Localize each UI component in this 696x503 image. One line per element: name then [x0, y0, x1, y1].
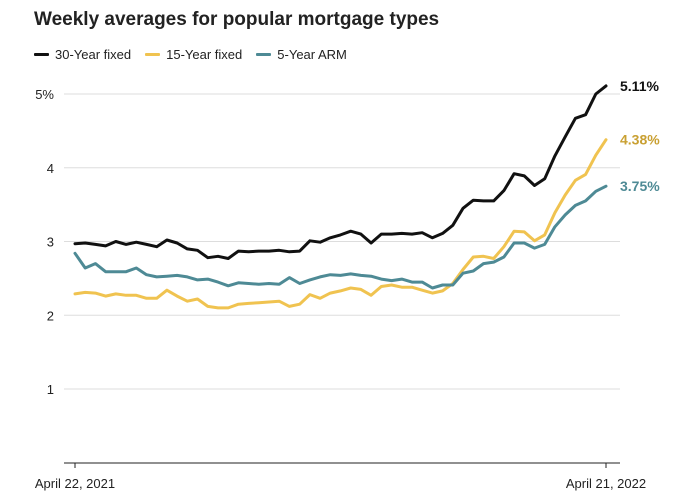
- y-tick-label-2: 2: [47, 308, 54, 323]
- legend-label-5-year-arm: 5-Year ARM: [277, 47, 347, 62]
- end-label-5-year-arm: 3.75%: [620, 178, 660, 194]
- y-tick-label-4: 4: [47, 161, 54, 176]
- legend: 30-Year fixed 15-Year fixed 5-Year ARM: [34, 47, 361, 62]
- y-tick-label-5: 5%: [35, 87, 54, 102]
- series-line-30-year-fixed: [73, 84, 608, 260]
- legend-item-30-year-fixed: 30-Year fixed: [34, 47, 131, 62]
- legend-item-5-year-arm: 5-Year ARM: [256, 47, 347, 62]
- y-tick-label-1: 1: [47, 382, 54, 397]
- end-label-15-year-fixed: 4.38%: [620, 132, 660, 148]
- chart-title: Weekly averages for popular mortgage typ…: [34, 9, 440, 30]
- series-line-15-year-fixed: [73, 138, 608, 310]
- x-tick-label-end: April 21, 2022: [566, 476, 646, 491]
- legend-label-30-year-fixed: 30-Year fixed: [55, 47, 132, 62]
- series-line-5-year-arm: [73, 184, 608, 290]
- legend-swatch-30-year-fixed: [34, 53, 49, 56]
- legend-swatch-15-year-fixed: [145, 53, 161, 56]
- end-label-30-year-fixed: 5.11%: [620, 78, 659, 94]
- x-tick-label-start: April 22, 2021: [35, 476, 115, 491]
- y-tick-label-3: 3: [47, 235, 54, 250]
- legend-item-15-year-fixed: 15-Year fixed: [145, 47, 242, 62]
- legend-swatch-5-year-arm: [256, 53, 272, 56]
- legend-label-15-year-fixed: 15-Year fixed: [166, 47, 243, 62]
